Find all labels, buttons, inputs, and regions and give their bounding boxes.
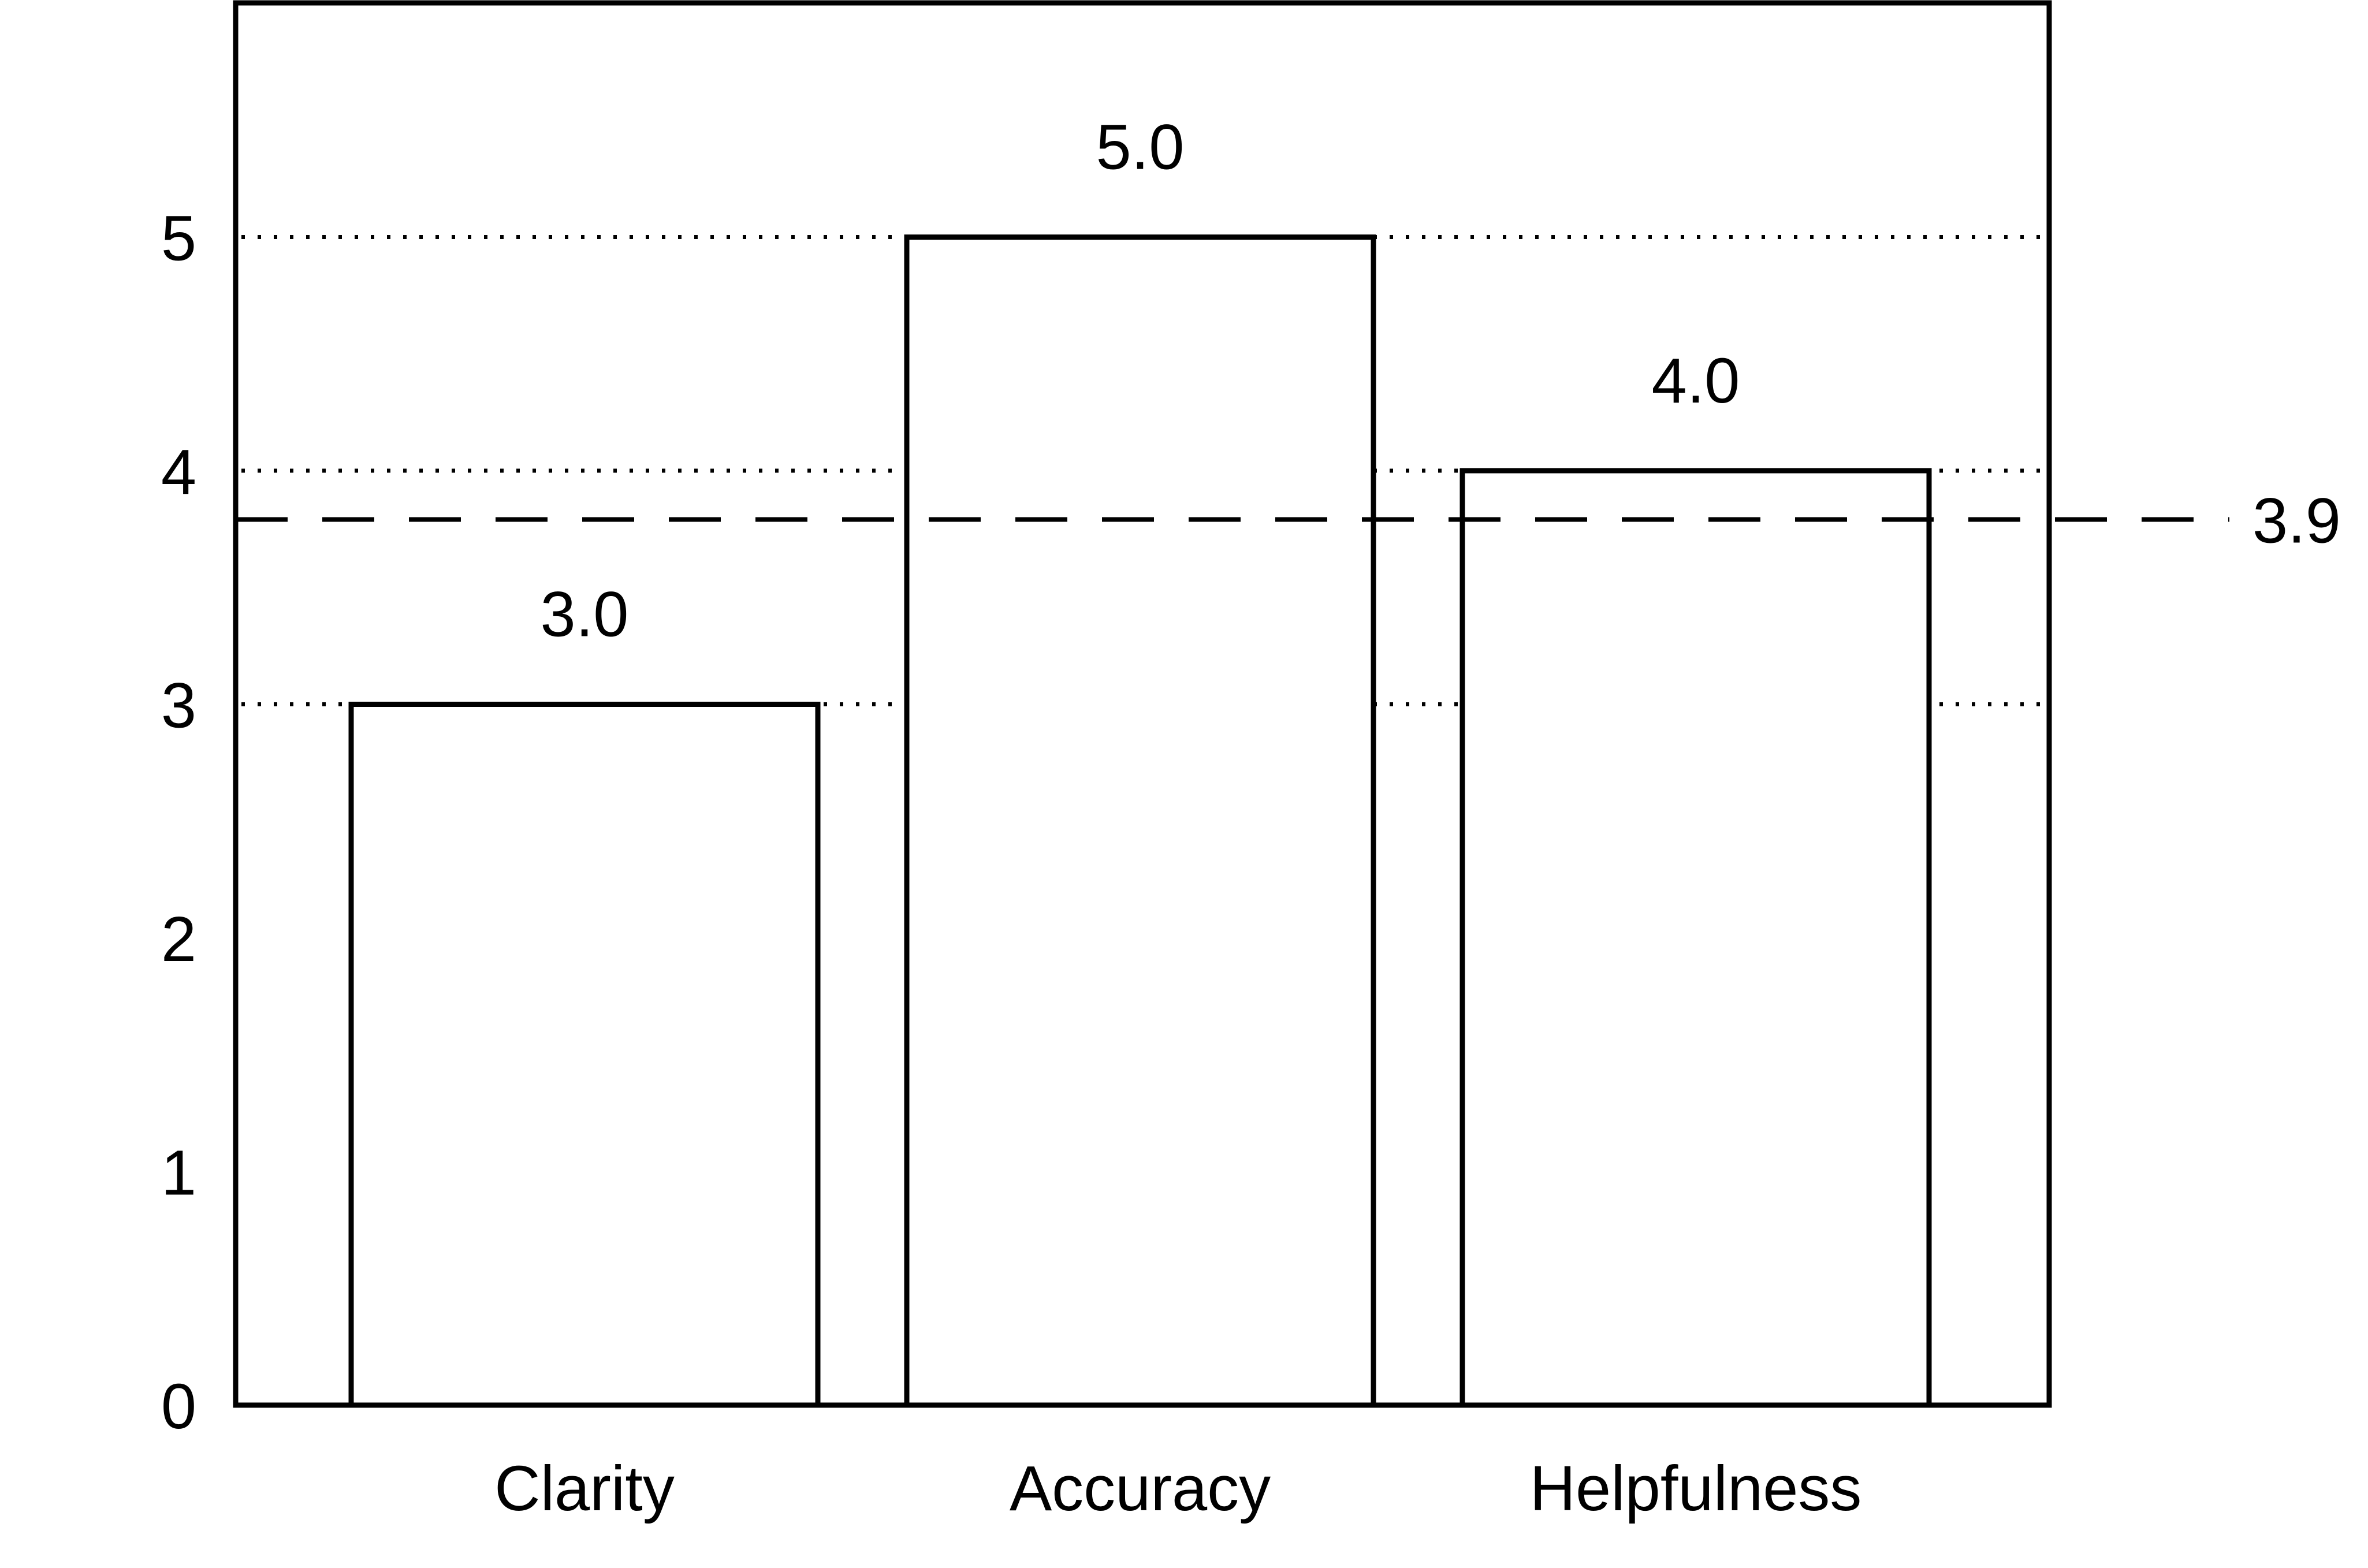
y-tick-label-2: 2 xyxy=(161,904,196,975)
value-label-helpfulness: 4.0 xyxy=(1652,345,1740,416)
plot-frame xyxy=(233,0,2052,1408)
y-tick-label-0: 0 xyxy=(161,1371,196,1442)
y-tick-label-4: 4 xyxy=(161,437,196,508)
category-label-accuracy: Accuracy xyxy=(1010,1453,1271,1524)
bar-layer xyxy=(348,234,1932,1408)
category-label-clarity: Clarity xyxy=(494,1453,675,1524)
bar-clarity xyxy=(348,702,821,1408)
label-layer: 3.0 Clarity 5.0 Accuracy 4.0 Helpfulness 0 1 2 3 4… xyxy=(161,112,2341,1525)
bar-accuracy xyxy=(904,234,1376,1408)
value-label-accuracy: 5.0 xyxy=(1096,112,1185,183)
y-tick-label-3: 3 xyxy=(161,671,196,742)
y-tick-label-5: 5 xyxy=(161,203,196,274)
category-label-helpfulness: Helpfulness xyxy=(1530,1453,1862,1524)
reference-line-label: 3.9 xyxy=(2252,485,2341,556)
y-tick-label-1: 1 xyxy=(161,1138,196,1209)
value-label-clarity: 3.0 xyxy=(541,579,629,650)
bar-helpfulness xyxy=(1459,468,1932,1408)
